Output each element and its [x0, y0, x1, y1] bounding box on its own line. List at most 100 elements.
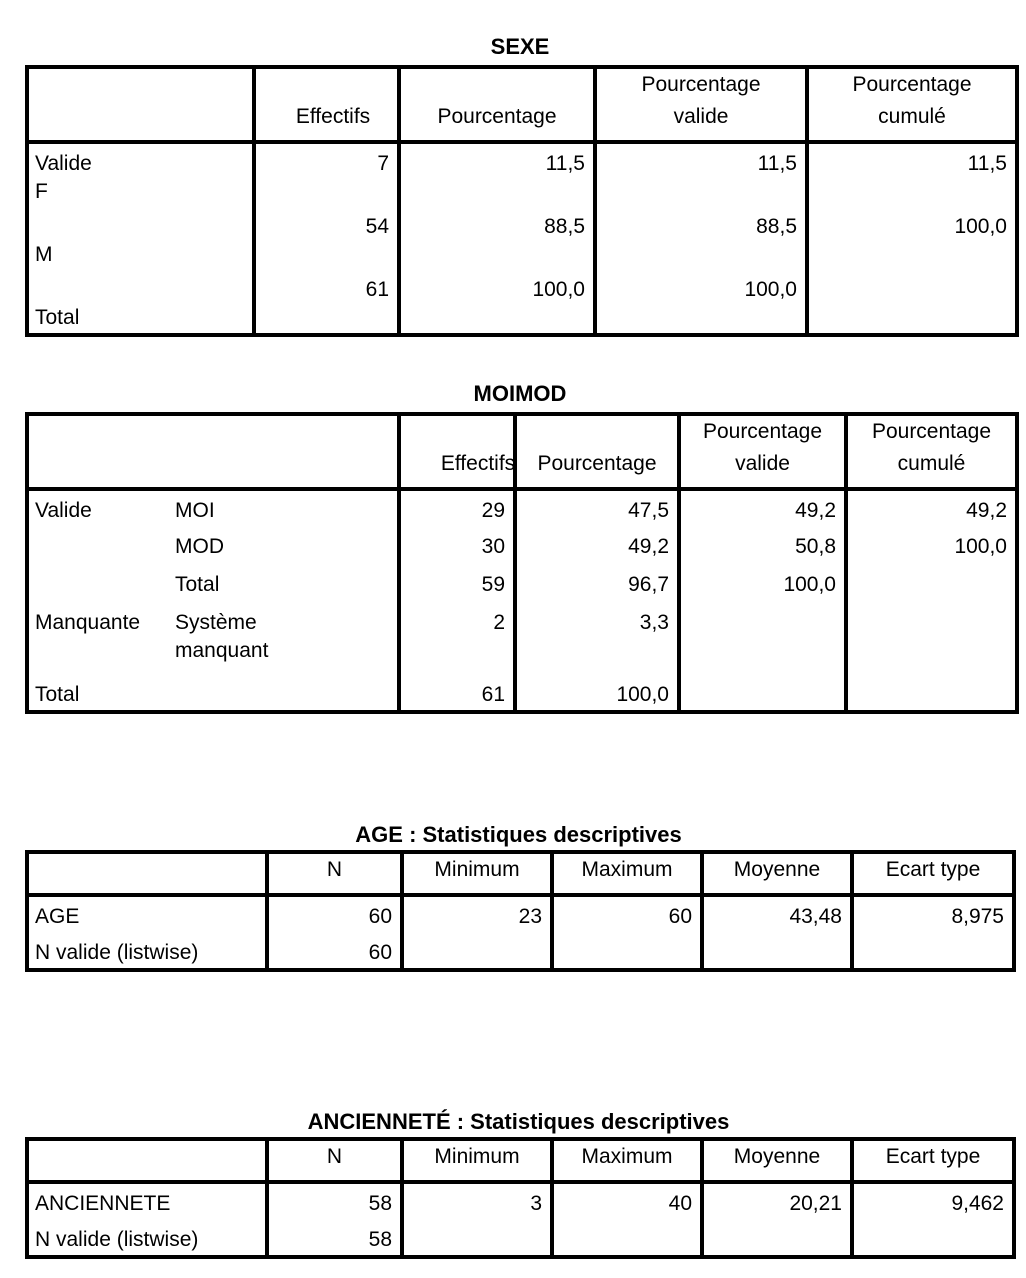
col-header-pourcentage: Pourcentage	[513, 414, 679, 491]
col-header-ecart-type: Ecart type	[850, 1139, 1014, 1184]
cell-pourcentage: 88,5	[397, 207, 595, 270]
col-header-label: Pourcentage valide	[702, 420, 823, 475]
row-label-cell: Valide MOI	[27, 489, 399, 527]
col-header-moyenne: Moyenne	[700, 852, 852, 897]
table-title-age: AGE : Statistiques descriptives	[355, 822, 682, 847]
cell-pourcentage-valide: 50,8	[677, 527, 846, 565]
anciennete-stats-table: N Minimum Maximum Moyenne Ecart type ANC…	[25, 1137, 1016, 1259]
cell-moyenne: 43,48	[700, 895, 852, 933]
cell-n: 58	[265, 1182, 402, 1220]
cell-pourcentage-valide	[677, 675, 846, 712]
row-label-cell: Total	[27, 270, 254, 335]
col-header-ecart-type: Ecart type	[850, 852, 1014, 897]
row-category-label: Total	[35, 306, 80, 329]
table-title-sexe: SEXE	[490, 34, 550, 59]
table-row: Total 61 100,0	[27, 675, 1017, 712]
cell-pourcentage-cumule	[844, 565, 1017, 603]
row-label-cell: MOD	[27, 527, 399, 565]
row-group-label: Manquante	[35, 611, 141, 634]
table-row: AGE 60 23 60 43,48 8,975	[27, 895, 1014, 933]
cell-pourcentage: 47,5	[513, 489, 679, 527]
row-category-label: Système manquant	[175, 611, 269, 662]
col-header-minimum: Minimum	[400, 852, 552, 897]
col-header-minimum: Minimum	[400, 1139, 552, 1184]
header-row: Effectifs Pourcentage Pourcentage valide…	[27, 414, 1017, 491]
cell-effectifs: 61	[252, 270, 399, 335]
col-header-maximum: Maximum	[550, 852, 702, 897]
cell-effectifs: 61	[397, 675, 515, 712]
cell-pourcentage-valide: 100,0	[677, 565, 846, 603]
table-row: N valide (listwise) 58	[27, 1220, 1014, 1257]
cell-minimum: 23	[400, 895, 552, 933]
table-title-moimod: MOIMOD	[473, 381, 567, 406]
row-category-label: MOD	[175, 535, 224, 558]
table-row: MOD 30 49,2 50,8 100,0	[27, 527, 1017, 565]
corner-cell	[27, 1139, 267, 1184]
col-header-pourcentage: Pourcentage	[397, 67, 595, 144]
col-header-label: Pourcentage	[437, 105, 557, 128]
cell-n: 60	[265, 895, 402, 933]
cell-ecart-type	[850, 933, 1014, 970]
cell-moyenne	[700, 933, 852, 970]
cell-effectifs: 29	[397, 489, 515, 527]
col-header-label: Effectifs	[440, 452, 515, 475]
table-row: N valide (listwise) 60	[27, 933, 1014, 970]
row-label-cell: ANCIENNETE	[35, 1192, 171, 1215]
cell-minimum: 3	[400, 1182, 552, 1220]
col-header-pourcentage-cumule: Pourcentage cumulé	[805, 67, 1017, 144]
header-row: N Minimum Maximum Moyenne Ecart type	[27, 852, 1014, 897]
table-row: Valide MOI 29 47,5 49,2 49,2	[27, 489, 1017, 527]
cell-n: 58	[265, 1220, 402, 1257]
col-header-effectifs: Effectifs	[397, 414, 515, 491]
header-row: Effectifs Pourcentage Pourcentage valide…	[27, 67, 1017, 144]
cell-pourcentage-cumule	[844, 603, 1017, 675]
col-header-pourcentage-cumule: Pourcentage cumulé	[844, 414, 1017, 491]
col-header-label: Pourcentage cumulé	[871, 420, 992, 475]
col-header-n: N	[265, 1139, 402, 1184]
cell-pourcentage-valide: 11,5	[593, 142, 807, 207]
cell-pourcentage-valide	[677, 603, 846, 675]
table-title-anciennete: ANCIENNETÉ : Statistiques descriptives	[307, 1109, 730, 1134]
row-category-label: F	[35, 180, 48, 203]
cell-pourcentage-valide: 100,0	[593, 270, 807, 335]
cell-ecart-type: 8,975	[850, 895, 1014, 933]
age-stats-table: N Minimum Maximum Moyenne Ecart type AGE…	[25, 850, 1016, 972]
cell-effectifs: 2	[397, 603, 515, 675]
cell-maximum	[550, 933, 702, 970]
col-header-label: Pourcentage valide	[641, 73, 761, 128]
row-label-cell: Total	[27, 565, 399, 603]
col-header-label: Effectifs	[295, 105, 371, 128]
cell-effectifs: 54	[252, 207, 399, 270]
col-header-label: Pourcentage cumulé	[852, 73, 972, 128]
corner-cell	[27, 67, 254, 144]
sexe-table: Effectifs Pourcentage Pourcentage valide…	[25, 65, 1019, 337]
cell-pourcentage-valide: 88,5	[593, 207, 807, 270]
cell-pourcentage-cumule	[844, 675, 1017, 712]
row-label-cell: N valide (listwise)	[35, 1228, 199, 1251]
col-header-effectifs: Effectifs	[252, 67, 399, 144]
cell-pourcentage-cumule: 11,5	[805, 142, 1017, 207]
table-row: Total 61 100,0 100,0	[27, 270, 1017, 335]
cell-pourcentage-cumule: 100,0	[844, 527, 1017, 565]
cell-pourcentage-cumule: 100,0	[805, 207, 1017, 270]
corner-cell	[27, 852, 267, 897]
cell-effectifs: 7	[252, 142, 399, 207]
table-row: Valide F 7 11,5 11,5 11,5	[27, 142, 1017, 207]
row-category-label: MOI	[175, 499, 215, 522]
header-row: N Minimum Maximum Moyenne Ecart type	[27, 1139, 1014, 1184]
cell-effectifs: 30	[397, 527, 515, 565]
col-header-n: N	[265, 852, 402, 897]
col-header-moyenne: Moyenne	[700, 1139, 852, 1184]
col-header-pourcentage-valide: Pourcentage valide	[593, 67, 807, 144]
row-label-cell: Total	[27, 675, 399, 712]
cell-pourcentage: 49,2	[513, 527, 679, 565]
col-header-label: Pourcentage	[537, 452, 657, 475]
cell-pourcentage-valide: 49,2	[677, 489, 846, 527]
cell-pourcentage-cumule: 49,2	[844, 489, 1017, 527]
row-group-label: Valide	[35, 152, 92, 175]
row-group-label: Total	[35, 683, 80, 706]
cell-pourcentage: 100,0	[513, 675, 679, 712]
row-label-cell: M	[27, 207, 254, 270]
col-header-maximum: Maximum	[550, 1139, 702, 1184]
row-group-label: Valide	[35, 499, 92, 522]
